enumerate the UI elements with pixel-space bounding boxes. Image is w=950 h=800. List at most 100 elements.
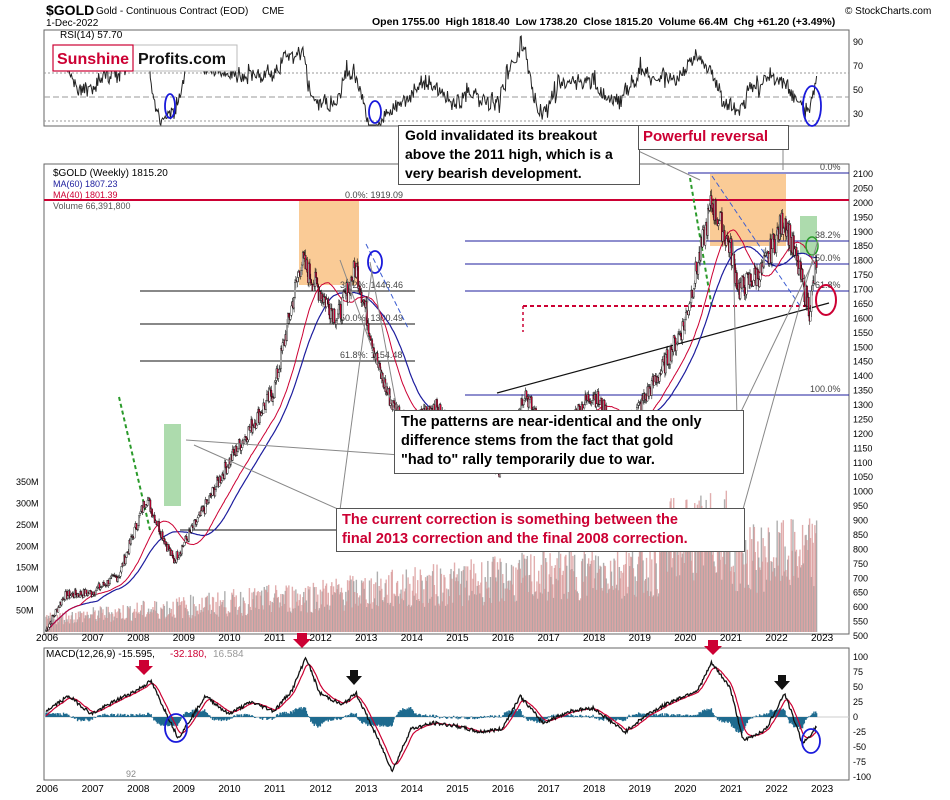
macd-tick-label: -75 [853,757,866,767]
volume-bar [53,618,55,632]
macd-hist-bar [149,715,152,717]
candle-body [771,248,773,263]
volume-bar [448,596,450,632]
macd-hist-bar [587,715,590,717]
macd-hist-bar [406,708,408,717]
macd-hist-bar [760,715,763,717]
volume-bar [665,528,667,632]
macd-hist-bar [600,717,602,720]
volume-bar [560,599,563,632]
macd-hist-bar [75,717,78,719]
volume-bar [536,581,538,632]
macd-hist-bar [756,716,758,717]
macd-hist-bar [375,717,378,726]
candle-body [294,282,296,298]
macd-hist-bar [104,714,107,717]
volume-bar [683,562,685,632]
macd-hist-bar [529,717,531,720]
macd-hist-bar [785,715,787,717]
volume-bar [537,598,539,632]
macd-hist-bar [404,709,407,717]
macd-hist-bar [713,714,715,717]
volume-bar [457,581,459,632]
macd-hist-bar [170,717,173,724]
volume-bar [523,554,525,632]
volume-bar [257,590,259,632]
macd-hist-bar [511,709,514,717]
volume-bar [259,592,261,632]
volume-bar [360,580,363,632]
volume-bar [170,608,173,632]
candle-body [673,335,676,339]
volume-bar [813,586,815,632]
macd-hist-bar [571,715,573,717]
macd-hist-bar [525,717,528,719]
volume-bar [284,590,287,632]
volume-bar [667,525,670,632]
macd-hist-bar [643,713,645,717]
volume-bar [66,619,68,632]
volume-bar [815,533,817,632]
macd-hist-bar [401,710,403,717]
volume-bar [486,588,488,632]
candle-body [337,313,339,320]
macd-hist-bar [782,708,785,717]
candle-body [296,277,299,282]
volume-bar [82,622,84,632]
volume-bar [518,559,521,632]
macd-hist-bar [552,714,555,717]
volume-bar [101,612,103,632]
volume-bar [239,606,241,632]
macd-hist-bar [186,711,188,717]
macd-hist-bar [156,717,159,724]
candle-body [718,220,721,225]
candle-body [159,531,161,534]
volume-bar [310,611,312,632]
macd-circle-2022 [801,728,821,754]
price-tick-label: 1400 [853,371,873,381]
volume-bar [422,603,424,632]
volume-bar [511,584,514,632]
macd-hist-bar [598,717,600,721]
candle-body [368,333,371,337]
volume-bar [247,604,250,632]
macd-hist-bar [280,712,282,717]
macd-hist-bar [611,717,614,721]
macd-hist-bar [661,713,664,717]
candle-body [725,238,728,246]
red-arrow-icon-2008 [135,660,153,675]
volume-bar [55,624,58,632]
macd-hist-bar [206,713,209,717]
macd-hist-bar [768,713,770,717]
candle-body [587,394,590,402]
volume-bar [189,594,192,632]
macd-hist-bar [602,717,604,721]
volume-bar [771,561,773,632]
volume-bar [427,602,429,632]
macd-hist-bar [47,713,49,717]
macd-hist-bar [324,717,326,722]
volume-bar [705,499,707,632]
volume-bar [654,540,657,632]
macd-hist-bar [663,715,665,717]
year-tick-label: 2010 [218,784,241,795]
volume-bar [750,589,752,632]
volume-bar [239,591,242,632]
volume-bar [710,535,713,632]
macd-hist-bar [111,715,114,717]
macd-hist-bar [70,717,73,718]
volume-bar [272,602,274,632]
candle-body [685,312,687,320]
volume-bar [568,546,571,632]
macd-hist-bar [528,717,530,720]
macd-hist-bar [425,715,428,717]
macd-hist-bar [357,717,359,720]
volume-bar [208,592,210,632]
volume-bar [201,597,203,632]
macd-hist-bar [444,716,446,717]
volume-bar [74,622,76,632]
macd-hist-bar [580,714,582,717]
macd-hist-bar [580,717,583,718]
macd-hist-bar [118,716,120,717]
volume-bar [545,562,548,632]
